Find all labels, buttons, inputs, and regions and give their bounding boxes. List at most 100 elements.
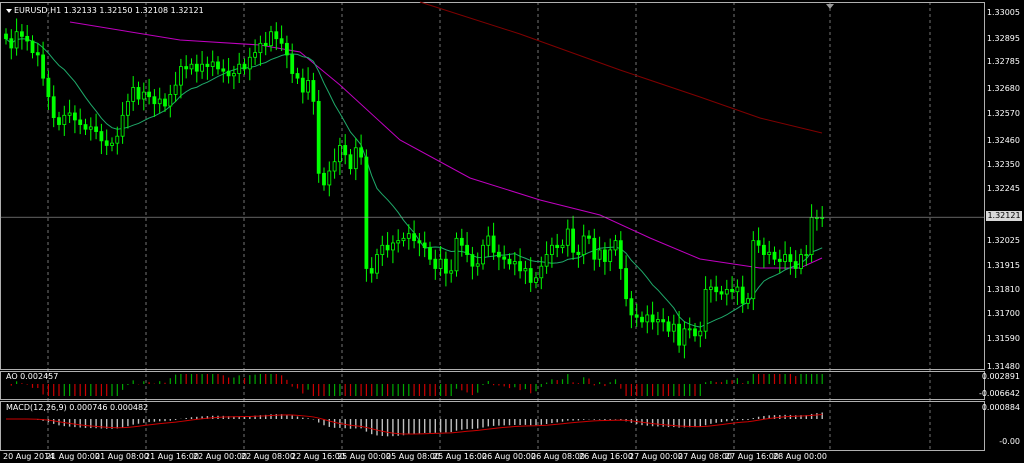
candle-body <box>390 242 395 251</box>
chart-header[interactable]: EURUSD,H1 1.32133 1.32150 1.32108 1.3212… <box>6 6 204 15</box>
candle-body <box>650 314 655 323</box>
candle-body <box>746 298 750 304</box>
candle-body <box>99 131 104 142</box>
candle-body <box>412 233 417 242</box>
candle-body <box>369 268 374 274</box>
candle-body <box>189 63 194 70</box>
candle-body <box>724 288 729 295</box>
candle-body <box>269 31 273 47</box>
time-tick: 27 Aug 16:00 <box>725 452 779 461</box>
candle-body <box>290 54 295 74</box>
macd-histogram <box>10 412 823 437</box>
candle-body <box>777 258 782 262</box>
chevron-down-icon[interactable] <box>6 8 12 13</box>
candle-body <box>327 170 332 186</box>
price-tick: 1.32680 <box>986 84 1020 93</box>
candle-body <box>163 98 167 107</box>
macd-tick-top: 0.000884 <box>981 403 1020 412</box>
price-tick: 1.31480 <box>986 362 1020 371</box>
candle-body <box>629 298 634 316</box>
candle-body <box>284 42 289 56</box>
candle-body <box>767 251 772 255</box>
macd-tick-bottom: -0.00 <box>999 437 1020 446</box>
candle-body <box>51 96 56 119</box>
moving-average-fast <box>5 38 823 328</box>
candle-body <box>656 319 660 323</box>
candle-body <box>348 154 353 170</box>
candle-body <box>120 114 125 137</box>
candle-body <box>173 84 178 95</box>
candle-body <box>385 244 390 251</box>
candle-body <box>274 31 279 40</box>
candle-body <box>465 244 470 255</box>
candle-body <box>322 172 326 186</box>
moving-average-mid <box>69 21 823 269</box>
candle-body <box>141 91 146 100</box>
candle-body <box>740 286 745 304</box>
candle-body <box>237 63 242 74</box>
time-tick: 21 Aug 08:00 <box>95 452 149 461</box>
candle-body <box>353 147 358 170</box>
candle-body <box>157 98 162 105</box>
price-tick: 1.32460 <box>986 136 1020 145</box>
price-tick: 1.33005 <box>986 8 1020 17</box>
candle-body <box>422 242 427 249</box>
candle-body <box>295 73 300 79</box>
candle-body <box>88 126 93 130</box>
candle-body <box>221 68 226 72</box>
ao-tick-top: 0.002891 <box>981 372 1020 381</box>
candle-body <box>555 244 560 249</box>
moving-average-slow <box>419 1 823 134</box>
grid-lines <box>47 2 931 450</box>
candle-body <box>168 94 173 107</box>
candle-body <box>147 91 152 98</box>
candle-body <box>735 286 740 293</box>
candle-body <box>401 237 406 242</box>
candle-body <box>231 73 236 77</box>
candle-body <box>762 244 766 255</box>
candle-body <box>78 119 83 125</box>
candle-body <box>375 254 379 274</box>
candle-body <box>624 268 628 300</box>
candle-body <box>804 254 809 256</box>
ohlc-values: 1.32133 1.32150 1.32108 1.32121 <box>63 6 204 15</box>
candle-body <box>30 40 35 54</box>
symbol-title: EURUSD,H1 <box>14 6 62 15</box>
candle-body <box>592 237 597 260</box>
candle-body <box>94 126 98 132</box>
candle-body <box>528 268 533 283</box>
candle-body <box>406 233 411 239</box>
chart-shift-icon[interactable] <box>826 4 834 9</box>
candle-body <box>311 80 316 102</box>
price-tick: 1.32245 <box>986 184 1020 193</box>
price-tick: 1.32350 <box>986 160 1020 169</box>
candle-body <box>603 249 607 262</box>
candle-body <box>682 328 687 346</box>
candle-body <box>19 31 24 37</box>
candle-body <box>608 249 613 262</box>
candle-body <box>709 286 713 290</box>
time-tick: 26 Aug 08:00 <box>531 452 585 461</box>
price-tick: 1.31810 <box>986 285 1020 294</box>
candle-body <box>242 63 247 70</box>
candle-body <box>110 142 114 146</box>
time-tick: 26 Aug 16:00 <box>579 452 633 461</box>
time-tick: 27 Aug 00:00 <box>629 452 683 461</box>
candle-body <box>247 56 252 70</box>
ao-histogram <box>10 374 823 396</box>
candle-body <box>316 100 321 174</box>
price-tick: 1.32025 <box>986 236 1020 245</box>
candle-body <box>279 38 284 44</box>
candle-body <box>300 77 305 93</box>
price-tick: 1.32895 <box>986 34 1020 43</box>
candlestick-series[interactable] <box>4 18 825 359</box>
candle-body <box>25 35 30 42</box>
panel-frame <box>0 401 985 451</box>
candle-body <box>343 145 348 156</box>
candle-body <box>200 63 205 72</box>
candle-body <box>475 263 480 267</box>
candle-body <box>640 316 644 323</box>
candle-body <box>184 66 189 70</box>
candle-body <box>417 240 422 244</box>
